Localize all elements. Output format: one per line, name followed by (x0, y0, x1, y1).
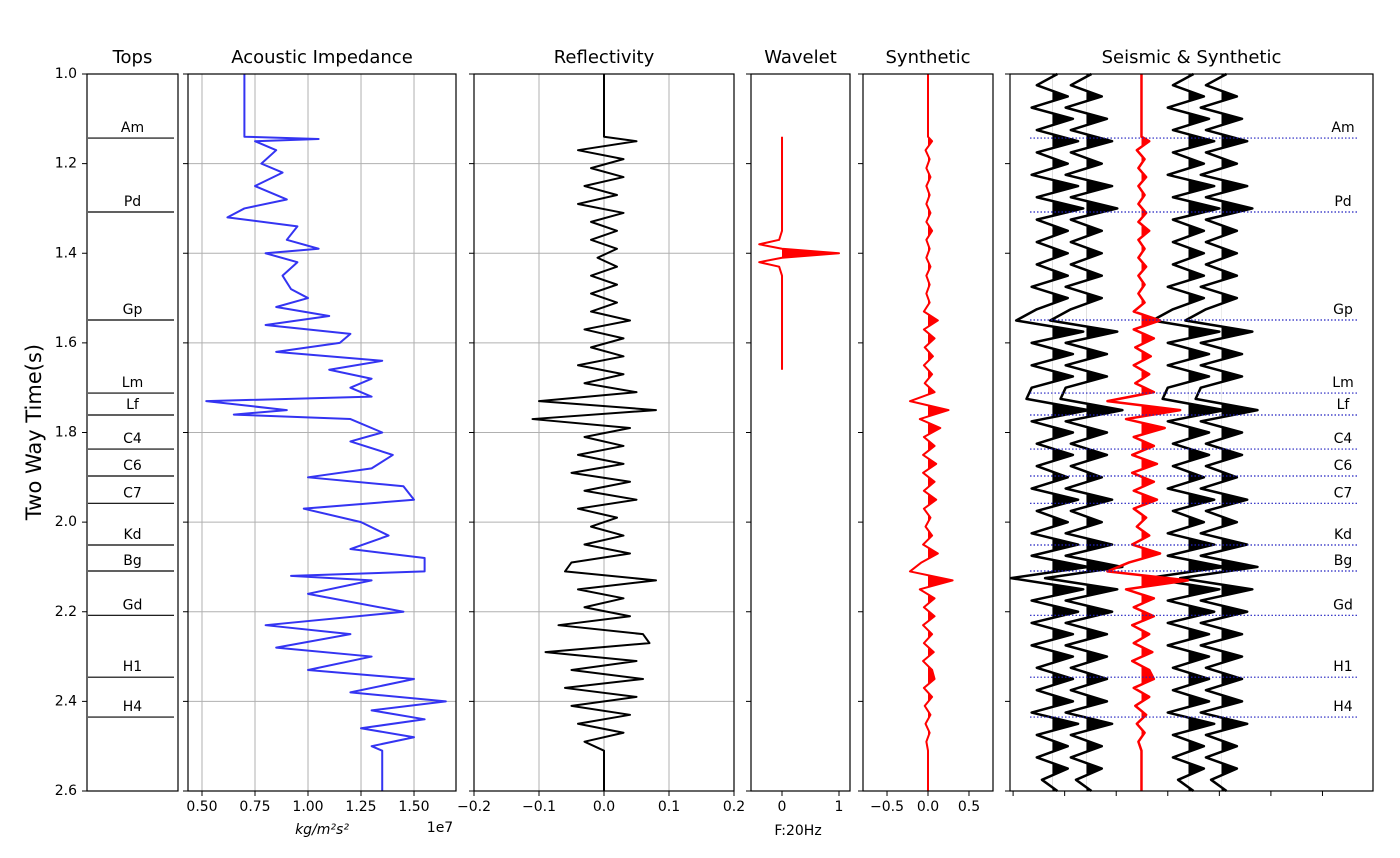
top-label: Lf (1337, 397, 1351, 413)
panel-frame (750, 73, 851, 792)
x-axis-label: kg/m²s² (295, 822, 349, 838)
y-tick-label: 2.4 (55, 693, 77, 709)
top-label: H1 (123, 659, 142, 675)
top-label: C4 (123, 431, 142, 447)
panel-frame (1009, 73, 1374, 792)
x-tick-label: 0.2 (723, 799, 745, 815)
x-tick-label: 1.25 (345, 799, 376, 815)
top-label: Gd (1333, 597, 1353, 613)
top-label: C6 (1334, 458, 1353, 474)
top-label: Lm (122, 375, 143, 391)
panel-title: Seismic & Synthetic (1102, 47, 1282, 68)
trace-fill (1052, 74, 1089, 791)
offset-label: 1e7 (427, 820, 453, 836)
top-label: C6 (123, 458, 142, 474)
y-tick-label: 2.6 (55, 783, 77, 799)
x-tick-label: 0.0 (593, 799, 615, 815)
y-tick-label: 2.2 (55, 604, 77, 620)
trace (1009, 72, 1090, 793)
top-label: H1 (1333, 659, 1352, 675)
curve (908, 74, 954, 791)
x-tick-label: 1 (835, 799, 844, 815)
top-label: Gd (123, 597, 143, 613)
x-tick-label: −0.2 (457, 799, 491, 815)
x-tick-label: 1.50 (398, 799, 429, 815)
curve (758, 136, 840, 370)
top-label: Lf (126, 397, 140, 413)
area (782, 136, 839, 370)
y-tick-label: 1.4 (55, 245, 77, 261)
panel-title: Wavelet (764, 47, 837, 68)
x-tick-label: 0.75 (239, 799, 270, 815)
top-label: C4 (1334, 431, 1353, 447)
top-label: H4 (1333, 699, 1353, 715)
top-label: H4 (123, 699, 143, 715)
x-tick-label: 1.00 (292, 799, 323, 815)
x-tick-label: 0.0 (917, 799, 939, 815)
panel-frame (473, 73, 735, 792)
top-label: Kd (1334, 527, 1352, 543)
trace (1145, 72, 1226, 793)
top-label: C7 (123, 485, 142, 501)
y-tick-label: 1.6 (55, 335, 77, 351)
top-label: Kd (123, 527, 141, 543)
panel-title: Acoustic Impedance (231, 47, 413, 68)
panel-title: Synthetic (886, 47, 971, 68)
top-label: Gp (1333, 302, 1353, 318)
y-tick-label: 1.8 (55, 425, 77, 441)
trace-fill (1188, 74, 1225, 791)
panel-frame (86, 73, 179, 792)
top-label: Pd (124, 194, 141, 210)
x-tick-label: 0.50 (186, 799, 217, 815)
panel-title: Reflectivity (554, 47, 655, 68)
panel-title: Tops (112, 47, 153, 68)
panel-frame (187, 73, 457, 792)
x-tick-label: 0.5 (958, 799, 980, 815)
x-tick-label: 0 (778, 799, 787, 815)
trace (1106, 74, 1190, 791)
top-label: Bg (1334, 553, 1353, 569)
trace (1043, 72, 1124, 793)
curve (531, 74, 657, 791)
top-label: Gp (123, 302, 143, 318)
y-tick-label: 1.2 (55, 156, 77, 172)
x-tick-label: −0.5 (870, 799, 904, 815)
top-label: C7 (1334, 485, 1353, 501)
top-label: Am (121, 120, 144, 136)
top-label: Am (1331, 120, 1354, 136)
top-label: Bg (123, 553, 142, 569)
top-label: Lm (1332, 375, 1353, 391)
trace (1178, 72, 1259, 793)
panel-frame (862, 73, 994, 792)
y-tick-label: 2.0 (55, 514, 77, 530)
x-tick-label: −0.1 (522, 799, 556, 815)
y-axis-label: Two Way Time(s) (22, 344, 46, 521)
x-tick-label: 0.1 (658, 799, 680, 815)
x-axis-label: F:20Hz (774, 823, 821, 839)
curve (205, 74, 447, 791)
y-tick-label: 1.0 (55, 66, 77, 82)
top-label: Pd (1334, 194, 1351, 210)
